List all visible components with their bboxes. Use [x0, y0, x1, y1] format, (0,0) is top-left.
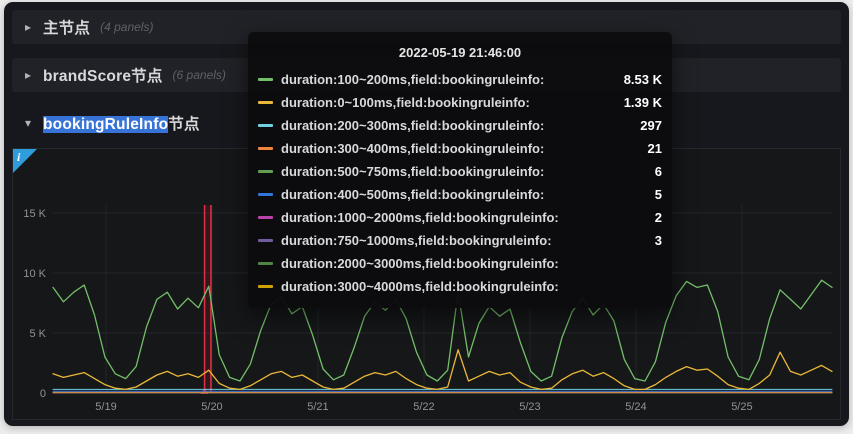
chevron-down-icon: ▾ [24, 116, 32, 130]
series-color-icon [258, 147, 273, 150]
tooltip-timestamp: 2022-05-19 21:46:00 [398, 45, 522, 60]
tooltip-series-row: duration:750~1000ms,field:bookingruleinf… [258, 229, 662, 252]
row-title-rest: 节点 [168, 116, 200, 133]
graph-tooltip: 2022-05-19 21:46:00 duration:100~200ms,f… [248, 32, 672, 308]
row-title: 主节点 [43, 20, 91, 37]
panel-info-corner[interactable]: i [13, 149, 37, 173]
series-color-icon [258, 285, 273, 288]
annotation-region [204, 205, 211, 393]
series-color-icon [258, 193, 273, 196]
chevron-right-icon: ▸ [24, 20, 32, 34]
x-tick-label: 5/24 [625, 401, 646, 413]
chevron-right-icon: ▸ [24, 68, 32, 82]
tooltip-series-value: 3 [654, 233, 662, 248]
row-title: bookingRuleInfo节点 [43, 112, 200, 134]
tooltip-series-row: duration:400~500ms,field:bookingruleinfo… [258, 183, 662, 206]
tooltip-series-row: duration:0~100ms,field:bookingruleinfo: 1… [258, 91, 662, 114]
row-panels-count: (6 panels) [172, 68, 226, 82]
series-color-icon [258, 101, 273, 104]
tooltip-series-row: duration:200~300ms,field:bookingruleinfo… [258, 114, 662, 137]
tooltip-series-row: duration:3000~4000ms,field:bookingrulein… [258, 275, 662, 298]
tooltip-rows: duration:100~200ms,field:bookingruleinfo… [258, 68, 662, 298]
y-tick-label: 15 K [23, 208, 46, 220]
y-tick-label: 10 K [23, 268, 46, 280]
x-tick-label: 5/21 [307, 401, 328, 413]
series-line [52, 279, 833, 382]
tooltip-series-value: 6 [654, 164, 662, 179]
series-line [52, 349, 833, 391]
tooltip-series-row: duration:2000~3000ms,field:bookingrulein… [258, 252, 662, 275]
selected-text: bookingRuleInfo [43, 116, 169, 133]
y-tick-label: 0 [40, 388, 46, 400]
tooltip-series-label: duration:100~200ms,field:bookingruleinfo… [281, 72, 545, 87]
tooltip-series-label: duration:3000~4000ms,field:bookingrulein… [281, 279, 559, 294]
tooltip-series-value: 21 [647, 141, 662, 156]
dashboard-row-bookingruleinfo[interactable]: ▾ bookingRuleInfo节点 [12, 106, 841, 140]
tooltip-series-row: duration:300~400ms,field:bookingruleinfo… [258, 137, 662, 160]
row-title: brandScore节点 [43, 68, 163, 85]
x-tick-label: 5/23 [519, 401, 540, 413]
series-color-icon [258, 124, 273, 127]
info-icon: i [17, 150, 21, 164]
series-color-icon [258, 262, 273, 265]
tooltip-series-value: 8.53 K [623, 72, 662, 87]
y-tick-label: 5 K [29, 328, 46, 340]
tooltip-series-label: duration:2000~3000ms,field:bookingrulein… [281, 256, 559, 271]
tooltip-series-label: duration:200~300ms,field:bookingruleinfo… [281, 118, 545, 133]
tooltip-series-row: duration:100~200ms,field:bookingruleinfo… [258, 68, 662, 91]
x-tick-label: 5/20 [201, 401, 222, 413]
tooltip-series-value: 2 [654, 210, 662, 225]
tooltip-series-label: duration:300~400ms,field:bookingruleinfo… [281, 141, 545, 156]
series-color-icon [258, 239, 273, 242]
row-panels-count: (4 panels) [100, 20, 154, 34]
x-tick-label: 5/22 [413, 401, 434, 413]
tooltip-series-label: duration:1000~2000ms,field:bookingrulein… [281, 210, 559, 225]
x-tick-label: 5/19 [95, 401, 116, 413]
tooltip-series-row: duration:500~750ms,field:bookingruleinfo… [258, 160, 662, 183]
series-color-icon [258, 78, 273, 81]
tooltip-series-label: duration:400~500ms,field:bookingruleinfo… [281, 187, 545, 202]
tooltip-series-value: 5 [654, 187, 662, 202]
x-tick-label: 5/25 [731, 401, 752, 413]
tooltip-series-label: duration:0~100ms,field:bookingruleinfo: [281, 95, 530, 110]
tooltip-series-row: duration:1000~2000ms,field:bookingrulein… [258, 206, 662, 229]
tooltip-series-value: 1.39 K [623, 95, 662, 110]
tooltip-series-label: duration:750~1000ms,field:bookingruleinf… [281, 233, 552, 248]
series-color-icon [258, 170, 273, 173]
tooltip-series-label: duration:500~750ms,field:bookingruleinfo… [281, 164, 545, 179]
series-color-icon [258, 216, 273, 219]
tooltip-series-value: 297 [640, 118, 662, 133]
